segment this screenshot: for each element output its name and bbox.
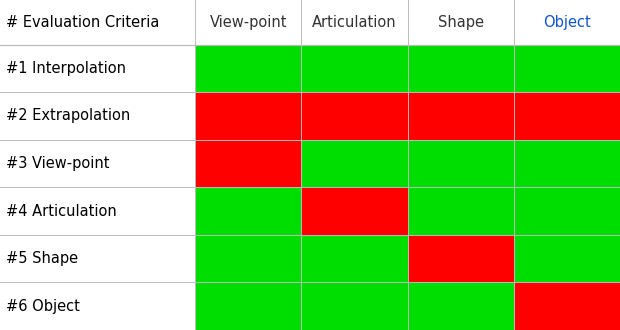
Text: #3 View-point: #3 View-point [6,156,110,171]
Bar [514,92,620,140]
Bar [514,45,620,92]
Text: # Evaluation Criteria: # Evaluation Criteria [6,15,159,30]
Bar [408,187,514,235]
Bar [301,187,408,235]
Bar [301,140,408,187]
Bar [408,92,514,140]
Text: #4 Articulation: #4 Articulation [6,204,117,218]
Text: Articulation: Articulation [312,15,397,30]
Bar [514,282,620,330]
Bar [301,45,408,92]
Bar [514,187,620,235]
Bar [195,45,301,92]
Bar [195,235,301,282]
Text: #5 Shape: #5 Shape [6,251,78,266]
Text: #6 Object: #6 Object [6,299,80,314]
Text: Shape: Shape [438,15,484,30]
Bar [195,187,301,235]
Bar [408,235,514,282]
Text: View-point: View-point [210,15,287,30]
Bar [195,92,301,140]
Bar [301,282,408,330]
Bar [408,45,514,92]
Bar [195,282,301,330]
Bar [408,140,514,187]
Bar [514,235,620,282]
Bar [301,235,408,282]
Text: Object: Object [543,15,591,30]
Text: #2 Extrapolation: #2 Extrapolation [6,109,130,123]
Bar [408,282,514,330]
Bar [195,140,301,187]
Text: #1 Interpolation: #1 Interpolation [6,61,126,76]
Bar [514,140,620,187]
Bar [301,92,408,140]
